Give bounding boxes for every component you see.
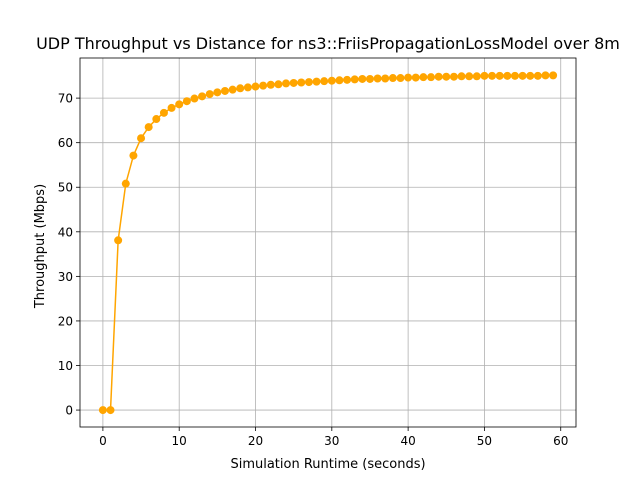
data-point <box>495 71 504 80</box>
data-point <box>304 78 313 87</box>
data-point <box>266 80 275 89</box>
data-point <box>98 406 107 415</box>
data-point <box>350 75 359 84</box>
data-point <box>259 81 268 90</box>
data-point <box>327 76 336 85</box>
data-point <box>510 71 519 80</box>
data-point <box>488 71 497 80</box>
data-point <box>335 76 344 85</box>
y-tick-label: 0 <box>65 404 73 418</box>
data-point <box>282 79 291 88</box>
data-point <box>404 73 413 82</box>
data-point <box>381 74 390 83</box>
data-point <box>472 72 481 81</box>
data-point <box>198 92 207 101</box>
data-point <box>251 82 260 91</box>
data-point <box>388 74 397 83</box>
x-tick-label: 40 <box>400 434 415 448</box>
data-point <box>205 90 214 99</box>
data-point <box>312 77 321 86</box>
data-point <box>289 78 298 87</box>
data-point <box>449 72 458 81</box>
y-tick-label: 60 <box>58 136 73 150</box>
data-point <box>236 84 245 93</box>
data-point <box>503 71 512 80</box>
data-point <box>419 73 428 82</box>
data-point <box>152 115 161 124</box>
axis-ticks: 0 10 20 30 40 50 60 0 10 20 30 40 50 60 70 <box>58 92 569 448</box>
data-point <box>320 77 329 86</box>
x-axis-label: Simulation Runtime (seconds) <box>230 457 425 472</box>
data-point <box>434 72 443 81</box>
x-tick-label: 60 <box>553 434 568 448</box>
y-tick-label: 50 <box>58 181 73 195</box>
data-point <box>213 88 222 97</box>
data-point <box>373 74 382 83</box>
data-point <box>465 72 474 81</box>
data-point <box>274 80 283 89</box>
data-point <box>396 74 405 83</box>
data-point <box>159 108 168 117</box>
data-point <box>144 123 153 132</box>
data-point <box>427 73 436 82</box>
data-point <box>480 71 489 80</box>
data-point <box>190 94 199 103</box>
grid-lines <box>80 58 576 427</box>
x-tick-label: 50 <box>477 434 492 448</box>
chart-title: UDP Throughput vs Distance for ns3::Frii… <box>36 34 620 53</box>
data-point <box>533 71 542 80</box>
x-tick-label: 30 <box>324 434 339 448</box>
data-point <box>129 151 138 160</box>
data-point <box>121 179 130 188</box>
data-point <box>526 71 535 80</box>
y-tick-label: 10 <box>58 359 73 373</box>
data-point <box>106 406 115 415</box>
x-tick-label: 10 <box>172 434 187 448</box>
data-point <box>343 75 352 84</box>
data-point <box>442 72 451 81</box>
y-tick-label: 70 <box>58 92 73 106</box>
data-point <box>114 236 123 245</box>
data-point <box>175 100 184 109</box>
plot-frame <box>79 57 577 428</box>
data-point <box>411 73 420 82</box>
y-tick-label: 30 <box>58 270 73 284</box>
data-point <box>167 103 176 112</box>
series-layer <box>98 71 558 415</box>
y-axis-label: Throughput (Mbps) <box>33 184 48 309</box>
data-point <box>228 85 237 94</box>
y-tick-label: 40 <box>58 225 73 239</box>
x-tick-label: 0 <box>99 434 107 448</box>
data-point <box>358 74 367 83</box>
data-point <box>182 97 191 106</box>
data-point <box>549 71 558 80</box>
data-point <box>541 71 550 80</box>
x-tick-label: 20 <box>248 434 263 448</box>
data-point <box>220 86 229 95</box>
data-point <box>297 78 306 87</box>
y-tick-label: 20 <box>58 314 73 328</box>
data-point <box>518 71 527 80</box>
data-point <box>243 83 252 92</box>
data-point <box>365 74 374 83</box>
data-point <box>457 72 466 81</box>
data-point <box>137 134 146 143</box>
